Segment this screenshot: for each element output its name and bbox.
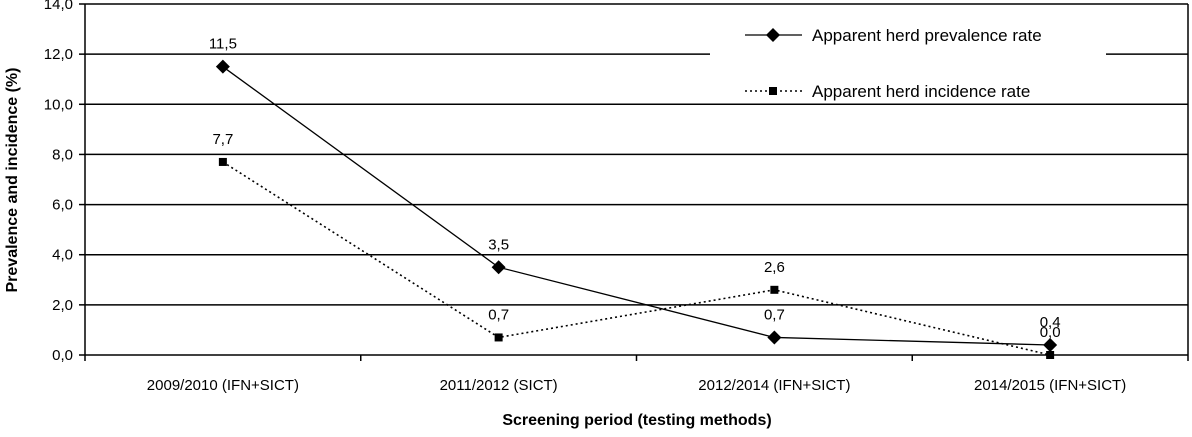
- x-category-label: 2014/2015 (IFN+SICT): [974, 377, 1126, 394]
- square-marker: [769, 87, 777, 95]
- data-label: 0,4: [1040, 314, 1061, 331]
- data-label: 7,7: [212, 131, 233, 148]
- data-label: 3,5: [488, 236, 509, 253]
- square-marker: [770, 285, 779, 294]
- data-label: 0,7: [488, 306, 509, 323]
- y-tick-label: 8,0: [52, 146, 73, 163]
- x-category-label: 2012/2014 (IFN+SICT): [698, 377, 850, 394]
- x-axis-title: Screening period (testing methods): [502, 412, 771, 429]
- legend-background: [710, 8, 1106, 100]
- data-label: 2,6: [764, 259, 785, 276]
- data-labels: 11,5 3,5 0,7 0,4 7,7 0,7 2,6 0,0: [209, 36, 1061, 341]
- data-label: 0,7: [764, 306, 785, 323]
- y-tick-label: 12,0: [44, 46, 73, 63]
- y-tick-label: 10,0: [44, 96, 73, 113]
- y-tick-label: 14,0: [44, 0, 73, 13]
- square-marker: [1046, 351, 1055, 359]
- x-category-label: 2009/2010 (IFN+SICT): [147, 377, 299, 394]
- axes: 0,0 2,0 4,0 6,0 8,0 10,0 12,0 14,0 2009/2010 (IF…: [44, 0, 1189, 394]
- y-tick-label: 2,0: [52, 297, 73, 314]
- y-tick-label: 4,0: [52, 247, 73, 264]
- series-line: [222, 66, 1051, 346]
- legend-label: Apparent herd incidence rate: [812, 82, 1030, 101]
- x-category-label: 2011/2012 (SICT): [440, 377, 558, 394]
- diamond-marker: [767, 330, 782, 345]
- y-axis-title: Prevalence and incidence (%): [4, 68, 21, 293]
- data-label: 0,0: [1040, 324, 1061, 341]
- y-tick-label: 0,0: [52, 347, 73, 364]
- legend-label: Apparent herd prevalence rate: [812, 26, 1042, 45]
- square-marker: [218, 157, 227, 166]
- legend: Apparent herd prevalence rate Apparent he…: [710, 8, 1106, 101]
- diamond-marker: [491, 260, 506, 275]
- square-marker: [494, 333, 503, 342]
- data-label: 11,5: [209, 36, 237, 53]
- series-lines: [215, 59, 1058, 359]
- diamond-marker: [766, 28, 780, 42]
- y-tick-label: 6,0: [52, 197, 73, 214]
- series-line: [222, 161, 1051, 356]
- diamond-marker: [1043, 337, 1058, 352]
- diamond-marker: [215, 59, 230, 74]
- gridlines: [85, 3, 1188, 306]
